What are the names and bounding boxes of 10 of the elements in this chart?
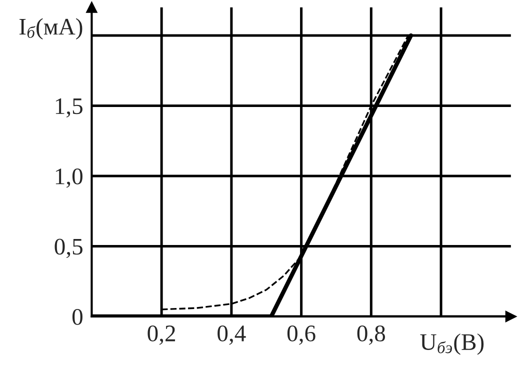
x-tick-label: 0,2 (148, 325, 176, 345)
y-tick-label: 1,0 (56, 168, 82, 188)
x-axis-title: U$_{бэ}$(В) (420, 333, 484, 355)
x-tick-label: 0,8 (357, 325, 386, 345)
y-tick-label: 1,5 (56, 98, 82, 118)
y-axis-title: I$_{б}$(мА) (19, 18, 82, 40)
x-tick-label: 0,6 (287, 325, 316, 345)
x-tick-label: 0,4 (218, 325, 246, 345)
y-tick-label: 0 (72, 308, 82, 325)
y-tick-label: 0,5 (54, 238, 82, 258)
